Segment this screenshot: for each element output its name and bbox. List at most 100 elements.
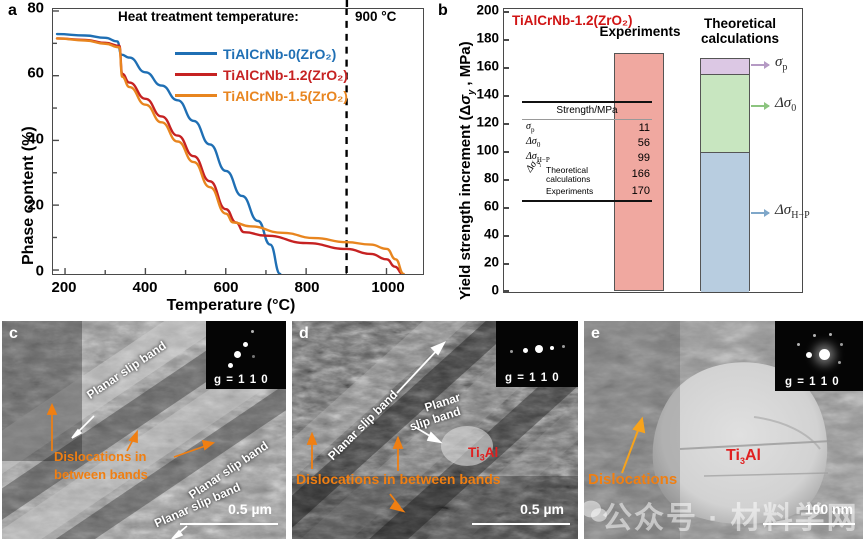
label-sigma-p: σp <box>775 54 788 73</box>
legend-swatch-2 <box>175 94 217 97</box>
btick-200 <box>504 11 509 13</box>
caption-theoretical-calculations: Theoretical calculations <box>684 16 796 46</box>
panel-d-annotation-dislocations: Dislocations in between bands <box>296 471 501 487</box>
diffraction-spot <box>813 334 816 337</box>
panel-b-ytick-100: 100 <box>476 142 499 158</box>
panel-c-scale-text: 0.5 µm <box>228 501 272 517</box>
legend-item-0: TiAlCrNb-0(ZrO₂) <box>175 43 348 64</box>
btick-20 <box>504 263 509 265</box>
panel-c-g-vector-label: g = 1 1 0 <box>214 374 269 386</box>
panel-a-ytick-0: 0 <box>35 262 44 280</box>
table-row: ΔσH−P 99 <box>522 150 652 165</box>
panel-a-xtick-800: 800 <box>294 279 320 296</box>
table-rule-mid <box>522 119 652 120</box>
bar-segment-delta-sigma-hp[interactable] <box>701 152 749 292</box>
panel-a-xtick-200: 200 <box>51 279 77 296</box>
panel-d-diffraction-inset: g = 1 1 0 <box>496 321 578 387</box>
panel-a-legend: TiAlCrNb-0(ZrO₂) TiAlCrNb-1.2(ZrO₂) TiAl… <box>175 43 348 106</box>
diffraction-spot <box>510 350 513 353</box>
panel-a-ytick-20: 20 <box>27 196 44 214</box>
diffraction-spot <box>550 346 554 350</box>
panel-b-ytick-0: 0 <box>491 282 499 298</box>
caption-theory-line2: calculations <box>700 31 780 47</box>
panel-b-ytick-20: 20 <box>483 254 499 270</box>
panel-b-label: b <box>438 2 448 19</box>
panel-a-series-2 <box>55 37 405 274</box>
btick-0 <box>504 290 509 292</box>
arrow-delta-sigma-hp <box>751 209 770 216</box>
caption-experiments: Experiments <box>599 24 681 39</box>
panel-b-yield-strength-chart: b Yield strength increment (Δσy , MPa) 2… <box>435 0 865 318</box>
legend-swatch-1 <box>175 73 217 76</box>
table-rule-top <box>522 101 652 103</box>
panel-c-scale-bar <box>180 522 278 525</box>
bar-segment-sigma-p[interactable] <box>701 59 749 75</box>
diffraction-spot <box>806 352 812 358</box>
table-row-symbol: ΔσH−P <box>526 151 550 164</box>
panel-c-tem-micrograph: c g = 1 1 0 Planar slip band Planar slip… <box>2 321 286 539</box>
panel-a-label: a <box>8 2 17 19</box>
panel-a-vline-extension <box>345 0 349 12</box>
table-rule-bottom <box>522 200 652 203</box>
table-header: Strength/MPa <box>556 105 618 116</box>
legend-item-1: TiAlCrNb-1.2(ZrO₂) <box>175 64 348 85</box>
table-row-value: 11 <box>638 121 650 134</box>
panel-b-title: TiAlCrNb-1.2(ZrO₂) <box>512 13 633 28</box>
diffraction-spot <box>829 333 832 336</box>
btick-160 <box>504 67 509 69</box>
panel-e-scale-bar <box>763 522 855 525</box>
panel-e-tem-micrograph: e g = 1 1 0 Dislocations Ti3Al 公众号 · 材料学… <box>584 321 863 539</box>
table-row-value: 170 <box>631 185 650 198</box>
panel-d-annotation-ti3al: Ti3Al <box>468 445 499 463</box>
panel-a-x-axis-label: Temperature (°C) <box>166 297 296 314</box>
panel-a-heat-treatment-value: 900 °C <box>355 9 397 24</box>
panel-d-leader-lines <box>306 341 447 513</box>
diffraction-spot <box>535 345 543 353</box>
legend-label-2: TiAlCrNb-1.5(ZrO₂) <box>223 87 348 104</box>
diffraction-spot <box>838 361 841 364</box>
table-row-symbol: Theoretical calculations <box>546 165 591 184</box>
panel-c-label: c <box>9 325 18 342</box>
panel-a-phase-content-chart: a Phase content (%) 80 60 40 20 0 <box>0 0 435 318</box>
arrow-delta-sigma-0 <box>751 102 770 109</box>
panel-c-annotation-dislocations-line1: Dislocations in <box>54 449 147 464</box>
btick-40 <box>504 235 509 237</box>
bar-segment-delta-sigma-0[interactable] <box>701 74 749 153</box>
diffraction-spot <box>562 345 565 348</box>
panel-b-inset-table: Strength/MPa σp 11 Δσ0 56 ΔσH−P 99 Δσy T… <box>522 101 652 203</box>
panel-b-ytick-180: 180 <box>476 30 499 46</box>
btick-100 <box>504 151 509 153</box>
legend-label-1: TiAlCrNb-1.2(ZrO₂) <box>223 66 348 83</box>
caption-theory-line1: Theoretical <box>703 16 777 31</box>
panel-d-g-vector-label: g = 1 1 0 <box>505 372 560 384</box>
diffraction-spot <box>234 351 241 358</box>
panel-b-ytick-40: 40 <box>483 226 499 242</box>
diffraction-spot <box>797 343 800 346</box>
panel-d-label: d <box>299 325 309 342</box>
btick-80 <box>504 179 509 181</box>
table-row-symbol: σp <box>526 121 535 134</box>
panel-e-annotation-ti3al: Ti3Al <box>726 447 761 467</box>
panel-c-leader-lines <box>46 402 216 539</box>
panel-c-annotation-dislocations-line2: between bands <box>54 467 148 482</box>
table-row-value: 166 <box>631 168 650 181</box>
table-row-value: 99 <box>637 151 650 164</box>
panel-a-heat-treatment-text: Heat treatment temperature: <box>118 9 299 24</box>
diffraction-spot <box>840 343 843 346</box>
label-delta-sigma-0: Δσ0 <box>775 95 797 114</box>
panel-b-ytick-120: 120 <box>476 114 499 130</box>
panel-e-scale-text: 100 nm <box>804 501 853 517</box>
diffraction-spot-center <box>819 349 830 360</box>
panel-a-svg <box>53 9 405 274</box>
table-row-symbol: Δσ0 <box>526 136 541 149</box>
table-row: Theoretical calculations 166 <box>522 165 652 184</box>
bar-experiments[interactable] <box>614 53 664 292</box>
panel-e-label: e <box>591 325 600 342</box>
bar-theoretical-calculations[interactable] <box>700 58 750 292</box>
btick-140 <box>504 95 509 97</box>
panel-d-scale-bar <box>472 522 570 525</box>
legend-label-0: TiAlCrNb-0(ZrO₂) <box>223 45 337 62</box>
legend-swatch-0 <box>175 52 217 55</box>
arrow-sigma-p <box>751 61 770 68</box>
diffraction-spot <box>243 342 248 347</box>
